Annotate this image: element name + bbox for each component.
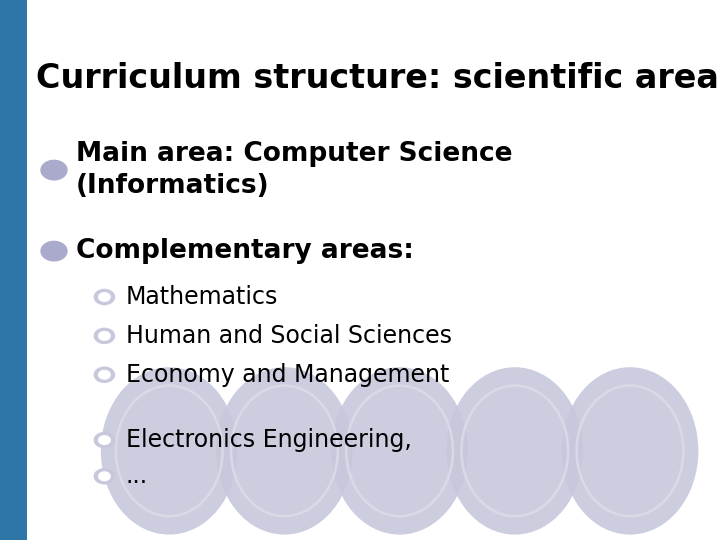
Ellipse shape [101,367,238,535]
Circle shape [94,367,114,382]
Circle shape [99,436,110,444]
Text: Electronics Engineering,: Electronics Engineering, [126,428,412,452]
Circle shape [99,293,110,301]
Text: Mathematics: Mathematics [126,285,279,309]
Circle shape [94,433,114,448]
Text: Main area: Computer Science
(Informatics): Main area: Computer Science (Informatics… [76,141,512,199]
Ellipse shape [331,367,468,535]
Text: Complementary areas:: Complementary areas: [76,238,413,264]
Circle shape [41,160,67,180]
Ellipse shape [216,367,353,535]
Ellipse shape [446,367,583,535]
Text: Economy and Management: Economy and Management [126,363,449,387]
Ellipse shape [562,367,698,535]
Circle shape [99,332,110,340]
Circle shape [41,241,67,261]
Text: Human and Social Sciences: Human and Social Sciences [126,324,452,348]
Circle shape [94,289,114,305]
Text: Curriculum structure: scientific areas: Curriculum structure: scientific areas [36,62,720,95]
Circle shape [99,370,110,379]
Circle shape [94,328,114,343]
Circle shape [99,472,110,481]
Text: ...: ... [126,464,148,488]
FancyBboxPatch shape [0,0,27,540]
Circle shape [94,469,114,484]
